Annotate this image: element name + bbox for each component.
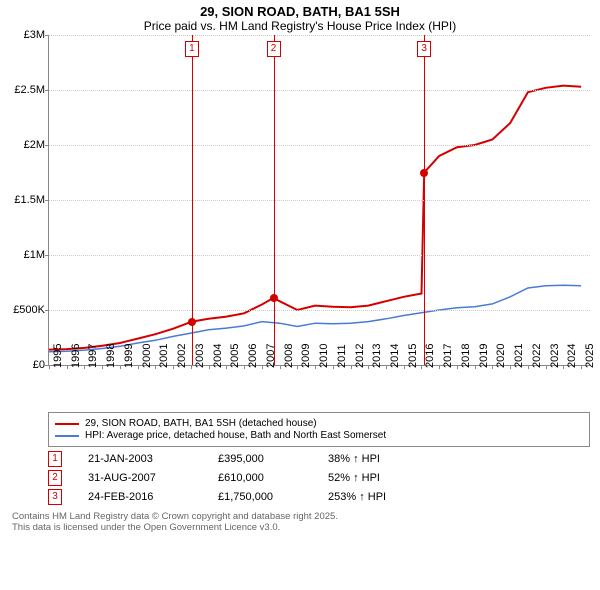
sales-price: £1,750,000 bbox=[218, 491, 328, 503]
x-axis-label: 2018 bbox=[460, 344, 472, 368]
sale-marker-box: 3 bbox=[417, 41, 431, 57]
x-axis-label: 2008 bbox=[283, 344, 295, 368]
y-tick bbox=[45, 145, 49, 146]
x-axis-label: 2023 bbox=[549, 344, 561, 368]
x-axis-label: 2004 bbox=[212, 344, 224, 368]
x-axis-label: 2017 bbox=[442, 344, 454, 368]
gridline bbox=[49, 145, 590, 146]
sale-vertical-line bbox=[274, 35, 275, 365]
sales-price: £610,000 bbox=[218, 472, 328, 484]
x-axis-label: 2019 bbox=[478, 344, 490, 368]
legend-label: 29, SION ROAD, BATH, BA1 5SH (detached h… bbox=[85, 418, 317, 429]
x-axis-label: 2006 bbox=[247, 344, 259, 368]
gridline bbox=[49, 310, 590, 311]
x-axis-label: 2021 bbox=[513, 344, 525, 368]
x-axis-label: 2015 bbox=[407, 344, 419, 368]
x-axis-label: 2009 bbox=[300, 344, 312, 368]
sales-date: 24-FEB-2016 bbox=[88, 491, 218, 503]
y-tick bbox=[45, 310, 49, 311]
y-axis-label: £2.5M bbox=[14, 84, 49, 96]
x-axis-label: 2001 bbox=[158, 344, 170, 368]
y-tick bbox=[45, 200, 49, 201]
x-axis-label: 2010 bbox=[318, 344, 330, 368]
x-axis-label: 2016 bbox=[424, 344, 436, 368]
x-axis-label: 2013 bbox=[371, 344, 383, 368]
sale-marker-box: 2 bbox=[267, 41, 281, 57]
sales-price: £395,000 bbox=[218, 453, 328, 465]
x-axis-label: 2002 bbox=[176, 344, 188, 368]
x-axis-label: 1999 bbox=[123, 344, 135, 368]
sale-vertical-line bbox=[192, 35, 193, 365]
x-axis-label: 2005 bbox=[229, 344, 241, 368]
y-tick bbox=[45, 35, 49, 36]
sale-vertical-line bbox=[424, 35, 425, 365]
x-axis-label: 2003 bbox=[194, 344, 206, 368]
gridline bbox=[49, 255, 590, 256]
sales-marker: 2 bbox=[48, 470, 62, 486]
sales-pct: 38% ↑ HPI bbox=[328, 453, 380, 465]
sale-dot bbox=[420, 169, 428, 177]
legend-swatch bbox=[55, 435, 79, 437]
sales-marker: 3 bbox=[48, 489, 62, 505]
sales-pct: 253% ↑ HPI bbox=[328, 491, 386, 503]
x-axis-label: 2011 bbox=[336, 344, 348, 368]
sales-row: 2 31-AUG-2007 £610,000 52% ↑ HPI bbox=[48, 470, 590, 486]
sales-date: 31-AUG-2007 bbox=[88, 472, 218, 484]
y-axis-label: £500K bbox=[13, 304, 49, 316]
x-axis-label: 2024 bbox=[566, 344, 578, 368]
legend-swatch bbox=[55, 423, 79, 425]
footer-attribution: Contains HM Land Registry data © Crown c… bbox=[12, 511, 590, 533]
chart-title: 29, SION ROAD, BATH, BA1 5SH bbox=[0, 4, 600, 19]
sales-table: 1 21-JAN-2003 £395,000 38% ↑ HPI 2 31-AU… bbox=[48, 451, 590, 505]
x-axis-label: 2022 bbox=[531, 344, 543, 368]
x-axis-label: 2007 bbox=[265, 344, 277, 368]
legend-item: 29, SION ROAD, BATH, BA1 5SH (detached h… bbox=[55, 418, 583, 429]
x-axis-label: 1998 bbox=[105, 344, 117, 368]
x-axis-label: 2020 bbox=[495, 344, 507, 368]
sale-marker-box: 1 bbox=[185, 41, 199, 57]
x-axis-label: 2025 bbox=[584, 344, 596, 368]
x-axis-label: 1996 bbox=[70, 344, 82, 368]
sale-dot bbox=[188, 318, 196, 326]
sales-date: 21-JAN-2003 bbox=[88, 453, 218, 465]
y-axis-label: £1.5M bbox=[14, 194, 49, 206]
sale-dot bbox=[270, 294, 278, 302]
footer-line: This data is licensed under the Open Gov… bbox=[12, 522, 590, 533]
chart-legend: 29, SION ROAD, BATH, BA1 5SH (detached h… bbox=[48, 412, 590, 447]
y-tick bbox=[45, 255, 49, 256]
gridline bbox=[49, 90, 590, 91]
x-axis-label: 2014 bbox=[389, 344, 401, 368]
sales-pct: 52% ↑ HPI bbox=[328, 472, 380, 484]
gridline bbox=[49, 200, 590, 201]
sales-row: 1 21-JAN-2003 £395,000 38% ↑ HPI bbox=[48, 451, 590, 467]
gridline bbox=[49, 35, 590, 36]
x-axis-label: 1995 bbox=[52, 344, 64, 368]
x-axis-label: 2012 bbox=[354, 344, 366, 368]
x-axis-label: 2000 bbox=[141, 344, 153, 368]
footer-line: Contains HM Land Registry data © Crown c… bbox=[12, 511, 590, 522]
x-axis-label: 1997 bbox=[87, 344, 99, 368]
chart-plot-area: £0£500K£1M£1.5M£2M£2.5M£3M123 bbox=[48, 35, 590, 366]
sales-row: 3 24-FEB-2016 £1,750,000 253% ↑ HPI bbox=[48, 489, 590, 505]
chart-title-block: 29, SION ROAD, BATH, BA1 5SH Price paid … bbox=[0, 0, 600, 35]
sales-marker: 1 bbox=[48, 451, 62, 467]
legend-item: HPI: Average price, detached house, Bath… bbox=[55, 430, 583, 441]
chart-subtitle: Price paid vs. HM Land Registry's House … bbox=[0, 19, 600, 33]
y-tick bbox=[45, 90, 49, 91]
x-axis-labels: 1995199619971998199920002001200220032004… bbox=[48, 366, 590, 406]
legend-label: HPI: Average price, detached house, Bath… bbox=[85, 430, 386, 441]
